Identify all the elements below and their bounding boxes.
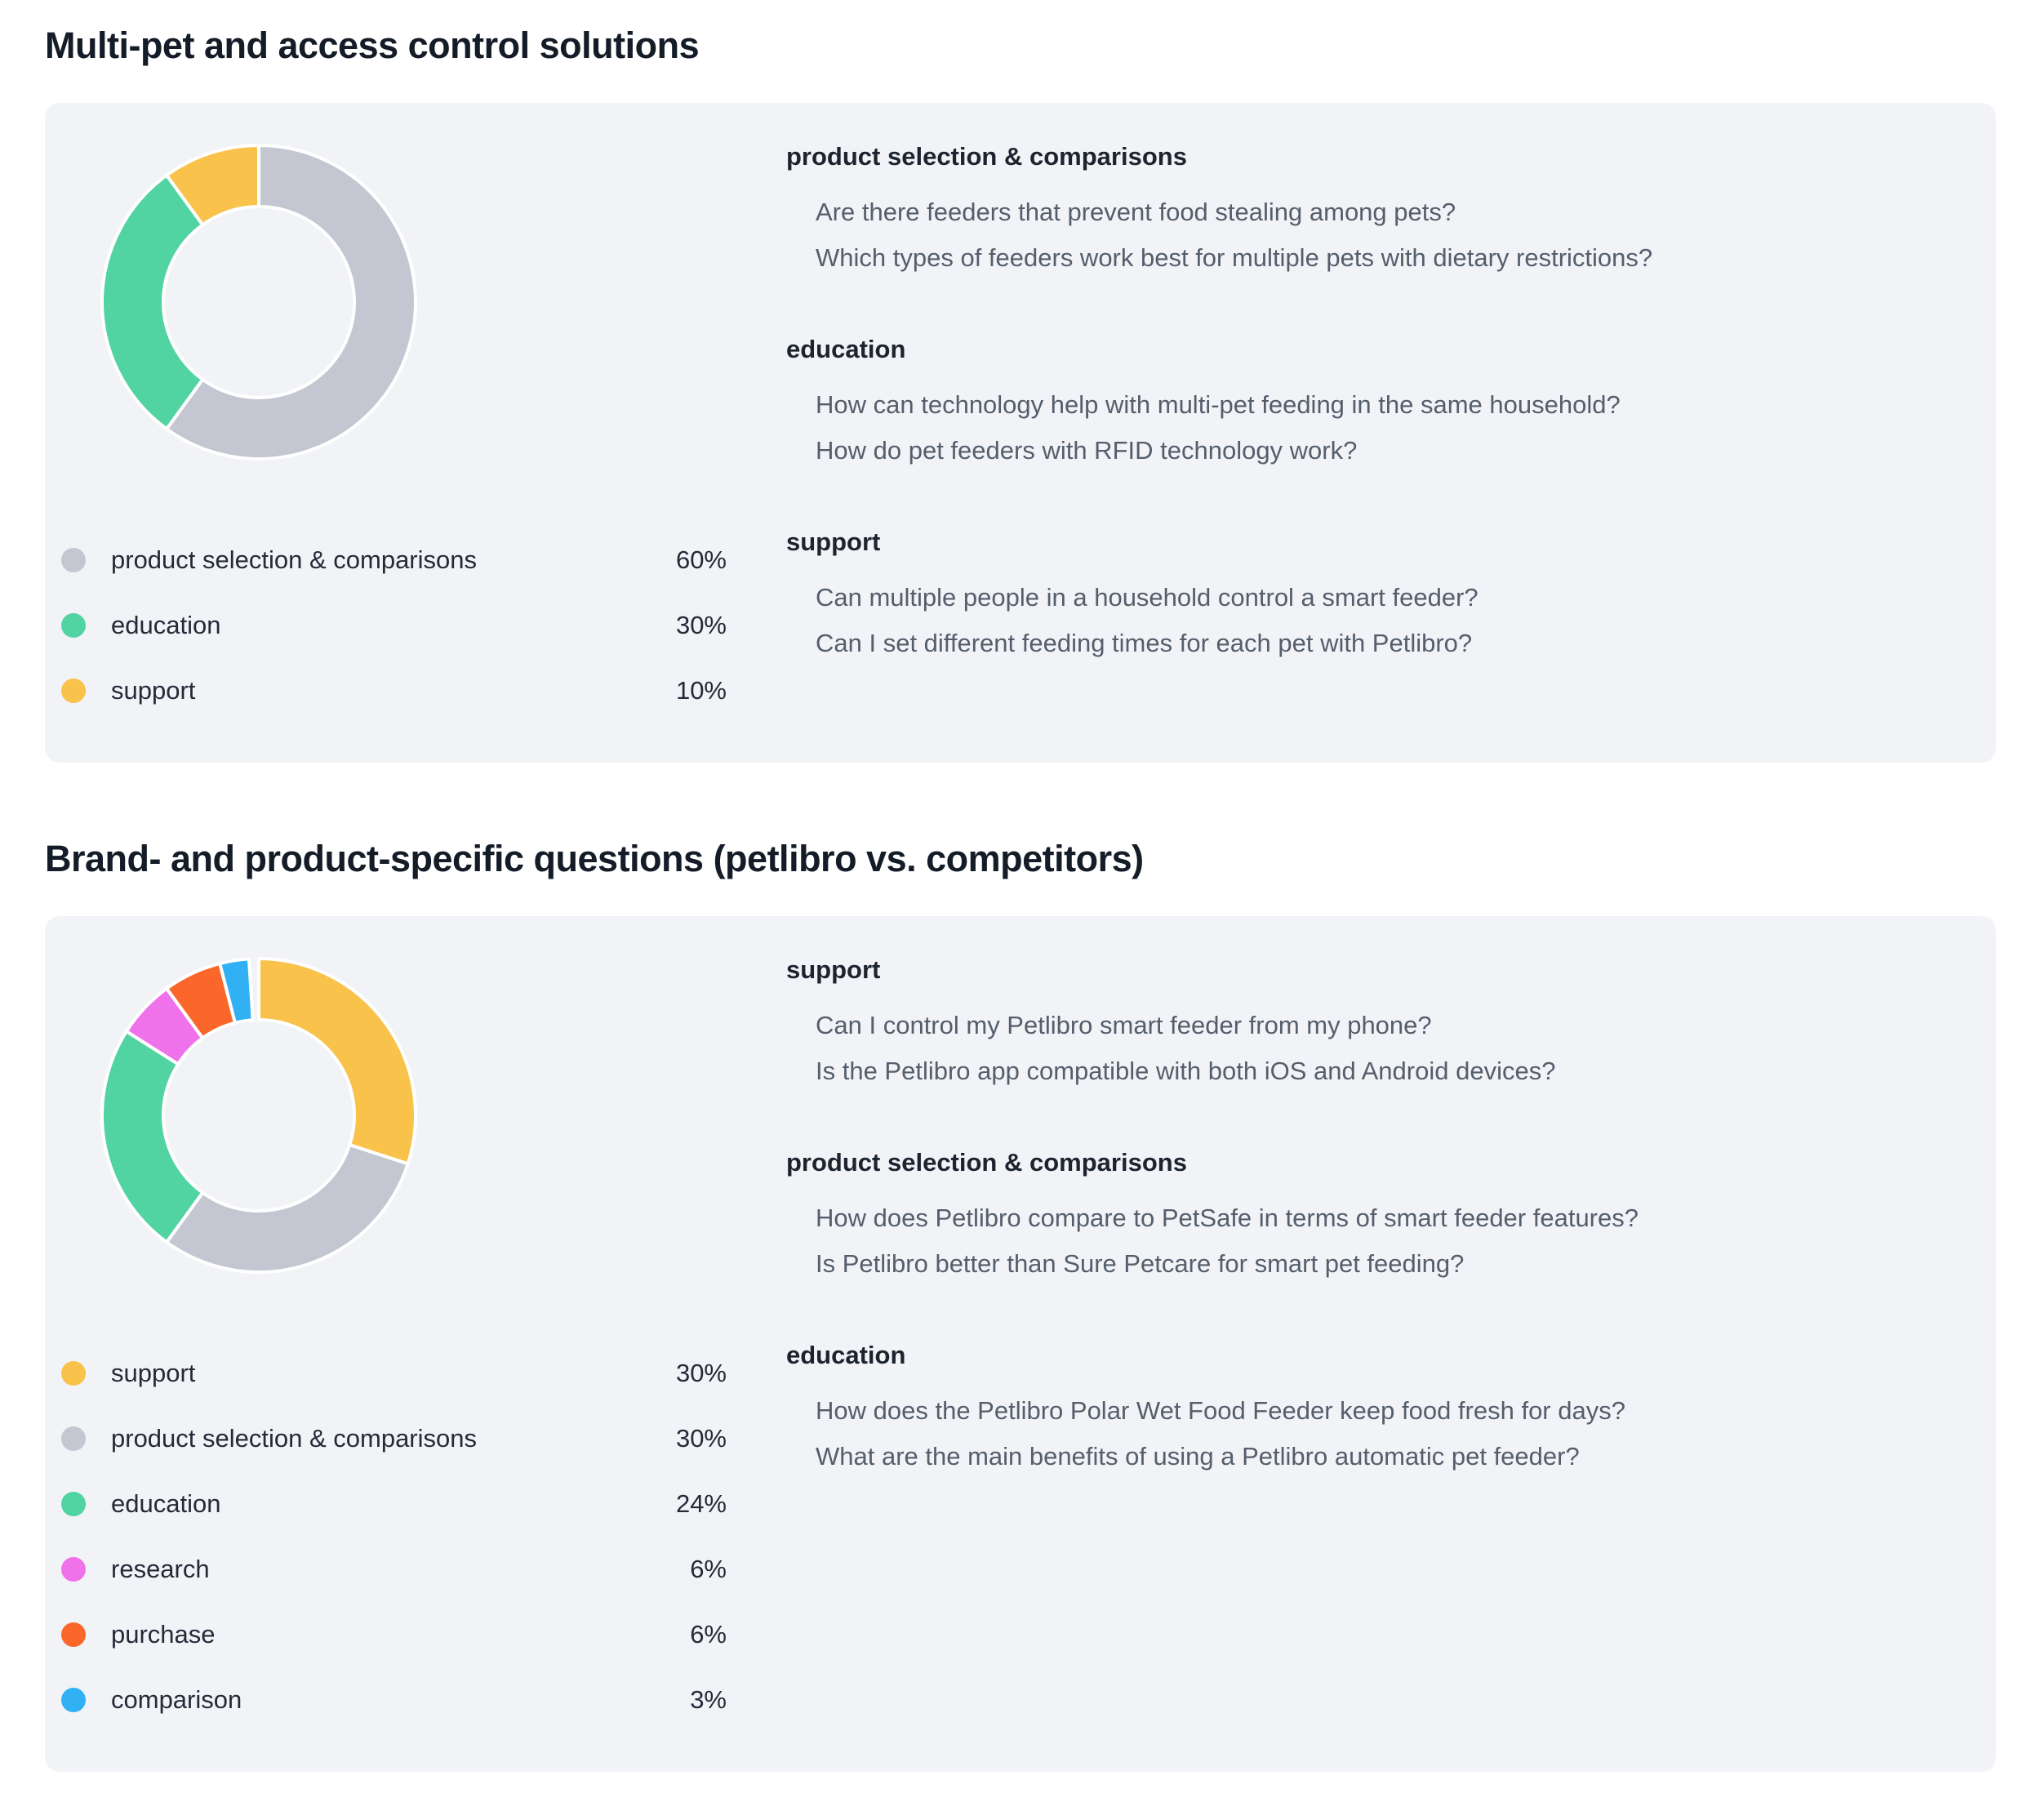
question-list: Are there feeders that prevent food stea… bbox=[786, 189, 1947, 281]
section-brand-specific: Brand- and product-specific questions (p… bbox=[45, 838, 1996, 1772]
question-item: Is Petlibro better than Sure Petcare for… bbox=[816, 1249, 1465, 1278]
question-group-heading: product selection & comparisons bbox=[786, 1148, 1187, 1177]
question-item: Are there feeders that prevent food stea… bbox=[816, 198, 1456, 226]
chart-column: product selection & comparisons 60% educat… bbox=[61, 131, 727, 705]
section-title: Multi-pet and access control solutions bbox=[45, 24, 700, 66]
summary-card: support 30% product selection & comparison… bbox=[45, 916, 1996, 1772]
legend-color-dot bbox=[61, 1361, 86, 1386]
legend-item: education 24% bbox=[61, 1489, 727, 1519]
question-group: support Can multiple people in a househol… bbox=[786, 527, 1947, 666]
question-list: Can I control my Petlibro smart feeder f… bbox=[786, 1003, 1947, 1094]
legend-color-dot bbox=[61, 1557, 86, 1582]
legend-item: support 10% bbox=[61, 676, 727, 705]
question-list: Can multiple people in a household contr… bbox=[786, 575, 1947, 666]
question-group-heading: education bbox=[786, 335, 906, 363]
question-group-heading: support bbox=[786, 527, 881, 556]
legend-item: purchase 6% bbox=[61, 1620, 727, 1649]
question-group-heading: product selection & comparisons bbox=[786, 142, 1187, 171]
question-item: Can I control my Petlibro smart feeder f… bbox=[816, 1011, 1432, 1039]
question-item: Which types of feeders work best for mul… bbox=[816, 243, 1653, 272]
legend-color-dot bbox=[61, 1492, 86, 1516]
question-list: How does the Petlibro Polar Wet Food Fee… bbox=[786, 1388, 1947, 1480]
donut-chart-svg bbox=[100, 144, 417, 461]
question-groups: support Can I control my Petlibro smart f… bbox=[786, 944, 1947, 1480]
question-list: How does Petlibro compare to PetSafe in … bbox=[786, 1195, 1947, 1287]
legend-label: product selection & comparisons bbox=[111, 1424, 478, 1453]
donut-slice bbox=[218, 957, 255, 1025]
section-multi-pet: Multi-pet and access control solutions p… bbox=[45, 24, 1996, 763]
legend-item: support 30% bbox=[61, 1359, 727, 1388]
legend-value: 30% bbox=[675, 1424, 727, 1453]
donut-chart-svg bbox=[100, 957, 417, 1274]
donut-slice bbox=[165, 1143, 410, 1274]
chart-column: support 30% product selection & comparison… bbox=[61, 944, 727, 1715]
legend-value: 3% bbox=[690, 1685, 727, 1714]
legend-value: 60% bbox=[675, 545, 727, 574]
question-groups: product selection & comparisons Are there… bbox=[786, 131, 1947, 666]
legend-item: research 6% bbox=[61, 1555, 727, 1584]
legend-item: comparison 3% bbox=[61, 1685, 727, 1715]
legend-value: 30% bbox=[675, 1359, 727, 1387]
donut-chart bbox=[87, 131, 430, 474]
section-title: Brand- and product-specific questions (p… bbox=[45, 838, 1144, 879]
legend-item: product selection & comparisons 30% bbox=[61, 1424, 727, 1453]
question-group: education How can technology help with mu… bbox=[786, 335, 1947, 474]
donut-slice bbox=[100, 1030, 205, 1244]
question-item: How do pet feeders with RFID technology … bbox=[816, 436, 1358, 465]
question-group-heading: education bbox=[786, 1341, 906, 1369]
legend-color-dot bbox=[61, 1622, 86, 1647]
question-list: How can technology help with multi-pet f… bbox=[786, 382, 1947, 474]
donut-chart bbox=[87, 944, 430, 1287]
question-group: product selection & comparisons Are there… bbox=[786, 142, 1947, 281]
legend-value: 24% bbox=[675, 1489, 727, 1518]
chart-legend: support 30% product selection & comparison… bbox=[61, 1359, 727, 1715]
question-item: How does the Petlibro Polar Wet Food Fee… bbox=[816, 1396, 1625, 1425]
legend-color-dot bbox=[61, 1688, 86, 1712]
question-item: How can technology help with multi-pet f… bbox=[816, 390, 1621, 419]
legend-value: 6% bbox=[690, 1620, 727, 1649]
legend-label: comparison bbox=[111, 1685, 242, 1714]
legend-label: education bbox=[111, 1489, 221, 1518]
legend-color-dot bbox=[61, 679, 86, 703]
donut-slice bbox=[257, 957, 417, 1166]
legend-color-dot bbox=[61, 1426, 86, 1451]
legend-value: 30% bbox=[675, 611, 727, 639]
legend-item: education 30% bbox=[61, 611, 727, 640]
legend-item: product selection & comparisons 60% bbox=[61, 545, 727, 575]
legend-color-dot bbox=[61, 548, 86, 572]
legend-label: support bbox=[111, 1359, 196, 1387]
legend-label: education bbox=[111, 611, 221, 639]
question-group: product selection & comparisons How does … bbox=[786, 1148, 1947, 1287]
legend-label: research bbox=[111, 1555, 210, 1583]
legend-label: purchase bbox=[111, 1620, 216, 1649]
question-item: How does Petlibro compare to PetSafe in … bbox=[816, 1204, 1639, 1232]
legend-label: support bbox=[111, 676, 196, 705]
summary-card: product selection & comparisons 60% educat… bbox=[45, 103, 1996, 763]
question-item: What are the main benefits of using a Pe… bbox=[816, 1442, 1580, 1471]
legend-value: 10% bbox=[675, 676, 727, 705]
chart-legend: product selection & comparisons 60% educat… bbox=[61, 545, 727, 705]
donut-slice bbox=[165, 144, 417, 461]
legend-color-dot bbox=[61, 613, 86, 638]
donut-slice bbox=[100, 173, 205, 431]
question-group-heading: support bbox=[786, 955, 881, 984]
question-item: Can multiple people in a household contr… bbox=[816, 583, 1479, 612]
question-group: support Can I control my Petlibro smart f… bbox=[786, 955, 1947, 1094]
donut-slice bbox=[165, 144, 260, 227]
question-item: Is the Petlibro app compatible with both… bbox=[816, 1057, 1556, 1085]
question-item: Can I set different feeding times for ea… bbox=[816, 629, 1473, 657]
legend-value: 6% bbox=[690, 1555, 727, 1583]
question-group: education How does the Petlibro Polar Wet… bbox=[786, 1341, 1947, 1480]
legend-label: product selection & comparisons bbox=[111, 545, 478, 574]
